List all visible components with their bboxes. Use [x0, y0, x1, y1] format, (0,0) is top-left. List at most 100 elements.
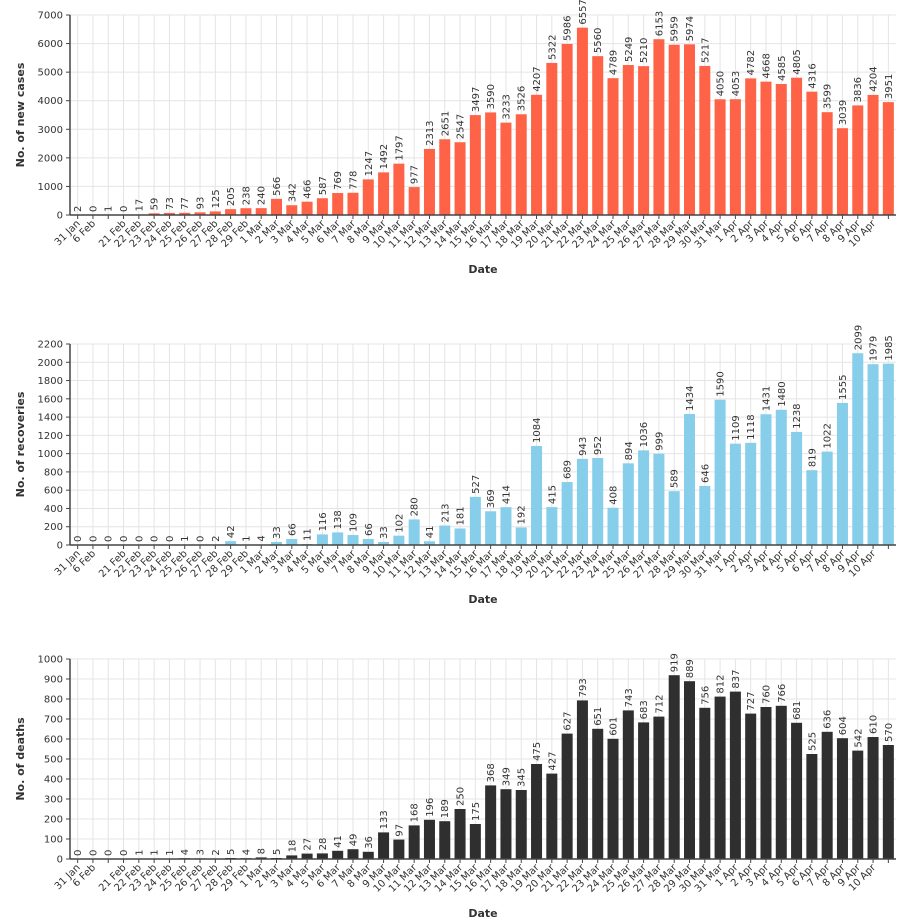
- bar-value-label: 349: [501, 767, 512, 786]
- bar-value-label: 0: [119, 536, 130, 542]
- x-axis-title: Date: [468, 907, 497, 920]
- bar: [423, 541, 435, 545]
- bar: [561, 482, 573, 545]
- bar-value-label: 5249: [624, 37, 635, 62]
- bar: [393, 535, 405, 545]
- bar-value-label: 369: [486, 489, 497, 508]
- bar: [469, 115, 481, 215]
- bar-value-label: 189: [440, 799, 451, 818]
- bar-value-label: 1797: [394, 135, 405, 160]
- bar: [332, 193, 344, 215]
- bar-value-label: 2099: [853, 325, 864, 350]
- bar: [408, 825, 420, 859]
- bar: [683, 413, 696, 545]
- bar-value-label: 250: [456, 787, 467, 806]
- bar-value-label: 712: [654, 695, 665, 714]
- bar: [576, 458, 588, 545]
- bar-value-label: 28: [318, 838, 329, 851]
- bar-value-label: 1492: [379, 144, 390, 169]
- bar-value-label: 527: [471, 475, 482, 494]
- bar-value-label: 0: [150, 536, 161, 542]
- bar: [806, 91, 818, 215]
- y-axis-title: No. of new cases: [14, 62, 27, 167]
- bar-value-label: 3: [196, 849, 207, 855]
- bar-value-label: 3233: [501, 94, 512, 119]
- bar: [745, 442, 757, 545]
- bar: [209, 211, 221, 215]
- y-tick-label: 1000: [38, 655, 63, 666]
- bar: [668, 491, 680, 545]
- bar: [836, 128, 848, 215]
- bar-value-label: 0: [134, 536, 145, 542]
- bar: [378, 832, 390, 859]
- y-tick-label: 800: [44, 695, 63, 706]
- bar-value-label: 1979: [869, 336, 880, 361]
- bar: [179, 212, 191, 215]
- bar-value-label: 0: [88, 850, 99, 856]
- bar-value-label: 999: [654, 432, 665, 451]
- bar-value-label: 766: [777, 684, 788, 703]
- bar: [423, 819, 435, 859]
- bar: [607, 78, 619, 216]
- bar-value-label: 2: [211, 849, 222, 855]
- recoveries-chart: 0200400600800100012001400160018002000220…: [14, 325, 896, 606]
- y-tick-label: 800: [44, 467, 63, 478]
- y-tick-label: 1000: [38, 182, 63, 193]
- bar: [806, 754, 818, 859]
- bar-value-label: 3836: [853, 77, 864, 102]
- bar-value-label: 889: [685, 659, 696, 678]
- bar: [760, 81, 772, 215]
- bar-value-label: 1: [241, 536, 252, 542]
- bar: [546, 62, 558, 215]
- bar-value-label: 1431: [761, 386, 772, 411]
- bar-value-label: 5210: [639, 38, 650, 63]
- y-tick-label: 900: [44, 675, 63, 686]
- bar-value-label: 66: [364, 523, 375, 536]
- bar-value-label: 5974: [685, 16, 696, 41]
- y-axis-title: No. of recoveries: [14, 391, 27, 497]
- bar: [852, 750, 864, 859]
- bar: [347, 535, 359, 545]
- bar-value-label: 18: [287, 840, 298, 853]
- bar: [882, 102, 894, 215]
- bar: [270, 541, 283, 545]
- bar-value-label: 4: [241, 849, 252, 855]
- y-tick-label: 0: [57, 211, 63, 222]
- y-tick-label: 400: [44, 775, 63, 786]
- bar-value-label: 4782: [746, 50, 757, 75]
- bar: [592, 56, 604, 216]
- bar-value-label: 73: [165, 197, 176, 210]
- bar-value-label: 919: [670, 653, 681, 672]
- bar-value-label: 4207: [532, 66, 543, 91]
- bar-value-label: 1: [134, 849, 145, 855]
- bar: [240, 208, 252, 215]
- bar-value-label: 4204: [869, 66, 880, 91]
- bar: [301, 201, 313, 215]
- bar-value-label: 8: [257, 848, 268, 854]
- bar-value-label: 213: [440, 503, 451, 522]
- bar: [668, 675, 680, 859]
- bar-value-label: 636: [823, 710, 834, 729]
- bar-value-label: 1: [165, 849, 176, 855]
- bar: [653, 39, 665, 216]
- bar-value-label: 0: [104, 536, 115, 542]
- y-tick-label: 0: [57, 541, 63, 552]
- bar-value-label: 4: [257, 535, 268, 541]
- bar-value-label: 5986: [563, 16, 574, 41]
- bar: [836, 402, 848, 545]
- bar: [531, 445, 543, 545]
- bar: [439, 821, 451, 859]
- bar-value-label: 77: [180, 197, 191, 210]
- bar-value-label: 1555: [838, 374, 849, 399]
- bar: [393, 163, 405, 215]
- bar-value-label: 894: [624, 441, 635, 460]
- bar: [531, 94, 543, 215]
- y-tick-label: 2000: [38, 358, 63, 369]
- bar: [469, 824, 481, 859]
- bar: [362, 538, 374, 545]
- y-tick-label: 1600: [38, 394, 63, 405]
- bar: [286, 205, 298, 215]
- bar: [607, 738, 619, 859]
- bar-value-label: 952: [593, 436, 604, 455]
- bar-value-label: 646: [700, 464, 711, 483]
